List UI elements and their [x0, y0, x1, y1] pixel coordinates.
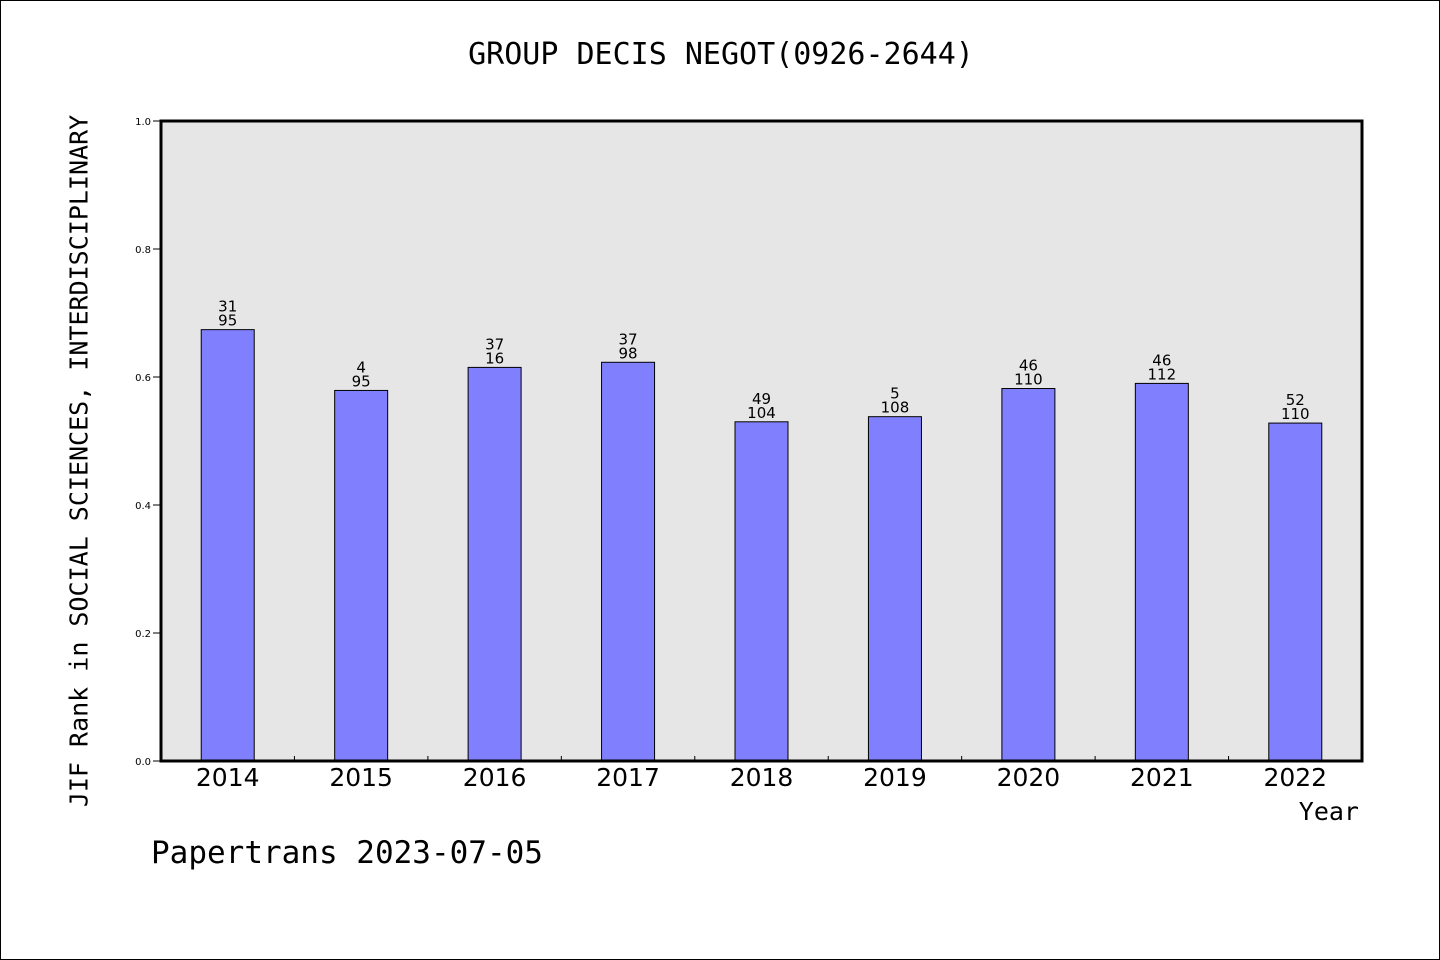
bar-label-top: 4 [356, 358, 366, 376]
bar-label-bottom: 16 [485, 349, 504, 367]
y-tick-label: 1.0 [135, 117, 151, 128]
footer-credit: Papertrans 2023-07-05 [151, 835, 543, 871]
y-tick-label: 0.6 [135, 373, 151, 384]
x-axis: 2014 2015 2016 2017 2018 2019 2020 2021 2022 [196, 756, 1327, 792]
bar-label-top: 31 [218, 298, 237, 316]
bar-label-bottom: 98 [619, 344, 638, 362]
bar-label-bottom: 110 [1281, 405, 1310, 423]
x-tick-label: 2017 [596, 763, 660, 792]
y-tick-label: 0.4 [135, 501, 151, 512]
x-tick-label: 2016 [463, 763, 527, 792]
bar-2015 [334, 389, 389, 762]
x-tick-label: 2018 [730, 763, 794, 792]
bar-2016 [467, 366, 522, 762]
bar-2014 [200, 329, 255, 762]
bar-label-bottom: 104 [747, 404, 776, 422]
chart-title: GROUP DECIS NEGOT(0926-2644) [468, 37, 974, 72]
x-tick-label: 2020 [997, 763, 1061, 792]
bar-label-top: 5 [890, 385, 900, 403]
bar-label-top: 46 [1019, 357, 1038, 375]
x-tick-label: 2021 [1130, 763, 1194, 792]
bar-label-bottom: 110 [1014, 371, 1043, 389]
x-tick-label: 2014 [196, 763, 260, 792]
bar-label-top: 52 [1286, 391, 1305, 409]
bar-2018 [734, 421, 789, 762]
y-tick-label: 0.0 [135, 757, 151, 768]
x-tick-label: 2019 [863, 763, 927, 792]
bar-2022 [1268, 422, 1323, 762]
bar-label-top: 46 [1152, 351, 1171, 369]
bar-2017 [601, 361, 656, 762]
bar-label-bottom: 95 [352, 372, 371, 390]
x-tick-label: 2015 [329, 763, 393, 792]
bar-2019 [867, 416, 922, 762]
bar-label-bottom: 95 [218, 312, 237, 330]
bar-2020 [1001, 388, 1056, 762]
y-axis: 0.0 0.2 0.4 0.6 0.8 1.0 [135, 117, 161, 768]
y-tick-label: 0.2 [135, 629, 151, 640]
bar-label-top: 49 [752, 390, 771, 408]
x-tick-label: 2022 [1263, 763, 1327, 792]
plot-frame [159, 119, 1364, 763]
y-tick-label: 0.8 [135, 245, 151, 256]
x-axis-label: Year [1298, 797, 1359, 826]
bar-label-bottom: 108 [881, 399, 910, 417]
bar-2021 [1134, 382, 1189, 762]
bar-label-bottom: 112 [1148, 365, 1177, 383]
bar-label-top: 37 [485, 335, 504, 353]
bar-label-top: 37 [619, 330, 638, 348]
